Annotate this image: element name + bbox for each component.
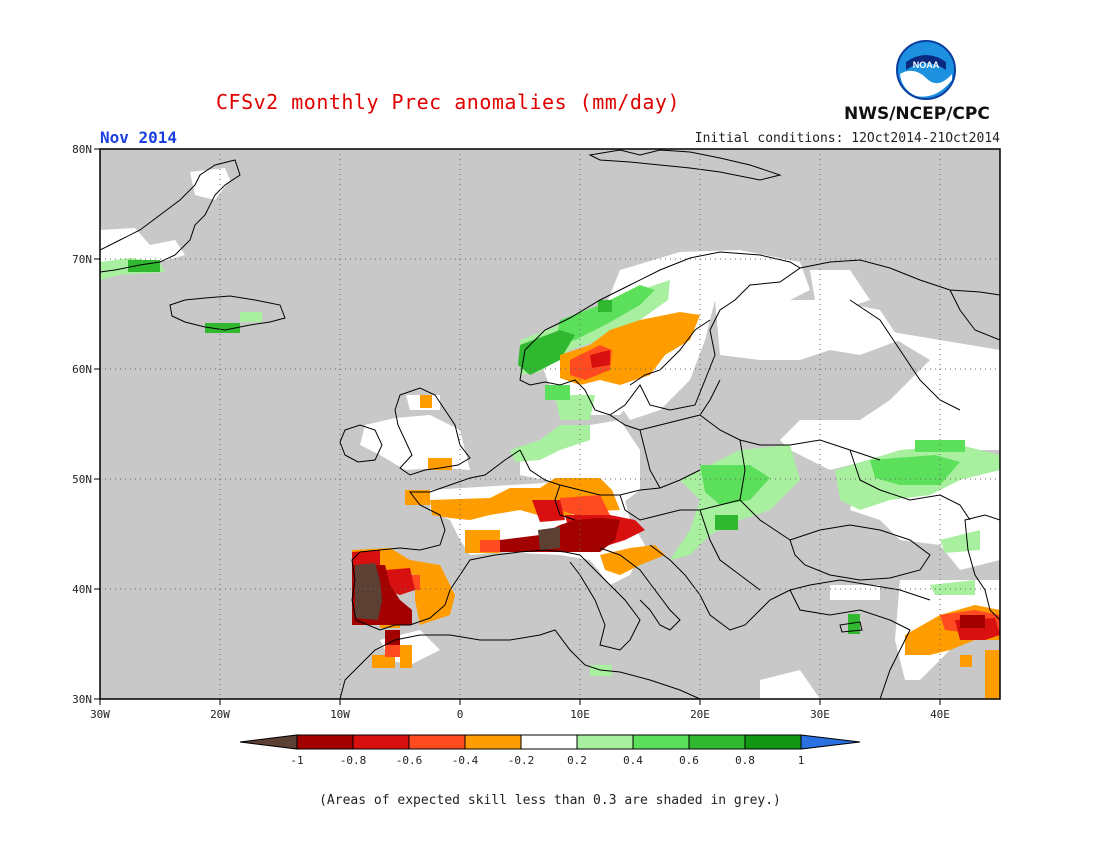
colorbar-bin (352, 734, 410, 750)
colorbar-label: 0.2 (567, 754, 587, 767)
lon-label: 40E (930, 708, 950, 721)
dark-green-regions (128, 260, 860, 634)
lat-label: 40N (72, 583, 92, 596)
lon-label: 20W (210, 708, 230, 721)
colorbar-label: 1 (798, 754, 805, 767)
plot-frame (99, 148, 1001, 700)
lon-label: 30E (810, 708, 830, 721)
map-title: CFSv2 monthly Prec anomalies (mm/day) (215, 90, 681, 114)
colorbar-bin (296, 734, 354, 750)
colorbar-label: -0.2 (508, 754, 535, 767)
lat-label: 30N (72, 693, 92, 706)
colorbar-label: -0.4 (452, 754, 479, 767)
gridlines (100, 149, 1000, 699)
colorbar-label: 0.4 (623, 754, 643, 767)
colorbar-label: 0.8 (735, 754, 755, 767)
initial-conditions: Initial conditions: 12Oct2014-21Oct2014 (694, 131, 1000, 146)
skill-footnote: (Areas of expected skill less than 0.3 a… (319, 793, 781, 808)
colorbar-bin (688, 734, 746, 750)
mid-green-regions (545, 285, 965, 505)
forecast-month: Nov 2014 (100, 128, 178, 147)
colorbar-label: -1 (290, 754, 303, 767)
colorbar-bin (408, 734, 466, 750)
lat-label: 50N (72, 473, 92, 486)
brown-regions (355, 527, 560, 620)
noaa-logo: NOAA (896, 40, 956, 100)
colorbar-bin (632, 734, 690, 750)
tick-marks (94, 148, 941, 705)
lon-label: 20E (690, 708, 710, 721)
agency-label: NWS/NCEP/CPC (844, 104, 990, 124)
colorbar-label: -0.6 (396, 754, 423, 767)
logo-text: NOAA (913, 60, 940, 70)
lon-label: 30W (90, 708, 110, 721)
colorbar-label: -0.8 (340, 754, 367, 767)
colorbar-bin (464, 734, 522, 750)
lat-label: 80N (72, 143, 92, 156)
lat-label: 70N (72, 253, 92, 266)
colorbar-bin (576, 734, 634, 750)
colorbar (239, 734, 861, 750)
colorbar-label: 0.6 (679, 754, 699, 767)
lat-label: 60N (72, 363, 92, 376)
colorbar-bin (520, 734, 578, 750)
colorbar-above-max (800, 734, 861, 750)
colorbar-bin (744, 734, 802, 750)
coastlines (100, 149, 1000, 699)
lon-label: 0 (457, 708, 464, 721)
lon-label: 10E (570, 708, 590, 721)
colorbar-below-min (239, 734, 298, 750)
lon-label: 10W (330, 708, 350, 721)
